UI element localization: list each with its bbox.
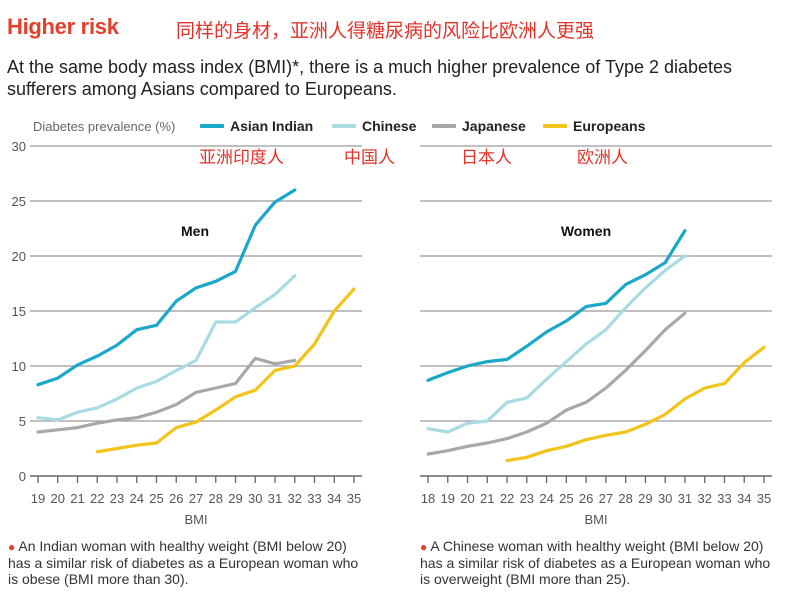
chart-panel-men: 0 5 10 15 20 25 30 19 20 21 22 23 24 25 26 27 28 29 30 31 32… [12, 139, 362, 527]
series-line-asian-indian [426, 229, 687, 382]
x-tick-label: 24 [539, 491, 553, 506]
legend-cn-asian-indian: 亚洲印度人 [199, 148, 284, 168]
x-tick-label: 24 [130, 491, 144, 506]
x-tick-label: 31 [678, 491, 692, 506]
note-text: A Chinese woman with healthy weight (BMI… [420, 538, 771, 587]
x-tick-label: 33 [717, 491, 731, 506]
x-tick-label: 34 [327, 491, 341, 506]
x-tick-label: 22 [90, 491, 104, 506]
series-line-europeans [95, 287, 356, 454]
x-tick-label: 23 [520, 491, 534, 506]
chart-panel-women: 18 19 20 21 22 23 24 25 26 27 28 29 30 31 32 33 34 35 BMI W… [420, 145, 772, 527]
x-tick-label: 29 [638, 491, 652, 506]
x-tick-label: 34 [737, 491, 751, 506]
panel-title: Women [561, 223, 611, 239]
x-tick-label: 18 [421, 491, 435, 506]
x-tick-label: 30 [658, 491, 672, 506]
x-tick-label: 32 [697, 491, 711, 506]
x-tick-label: 25 [559, 491, 573, 506]
y-tick-label: 25 [12, 194, 26, 209]
x-tick-label: 28 [209, 491, 223, 506]
note-text: An Indian woman with healthy weight (BMI… [8, 538, 359, 587]
series-line-asian-indian [36, 188, 297, 387]
x-tick-label: 21 [480, 491, 494, 506]
x-tick-label: 32 [288, 491, 302, 506]
bullet-icon: ● [420, 540, 428, 554]
y-tick-label: 0 [19, 469, 26, 484]
legend-item-asian-indian: Asian Indian [200, 118, 313, 134]
legend-swatch-asian-indian [200, 124, 224, 128]
y-tick-label: 15 [12, 304, 26, 319]
x-tick-label: 30 [248, 491, 262, 506]
x-tick-label: 27 [189, 491, 203, 506]
chart-title-chinese: 同样的身材，亚洲人得糖尿病的风险比欧洲人更强 [176, 20, 595, 42]
y-axis-label: Diabetes prevalence (%) [33, 119, 176, 134]
legend-item-europeans: Europeans [543, 118, 645, 134]
x-tick-label: 20 [460, 491, 474, 506]
x-axis-title: BMI [184, 512, 207, 527]
series-line-japanese [426, 311, 687, 456]
x-tick-label: 26 [579, 491, 593, 506]
legend-swatch-japanese [432, 124, 456, 128]
x-tick-label: 29 [228, 491, 242, 506]
x-tick-label: 21 [70, 491, 84, 506]
legend-swatch-europeans [543, 124, 567, 128]
legend-cn-japanese: 日本人 [461, 148, 512, 168]
x-tick-label: 22 [500, 491, 514, 506]
y-tick-label: 20 [12, 249, 26, 264]
x-tick-label: 31 [268, 491, 282, 506]
x-tick-label: 35 [757, 491, 771, 506]
y-tick-label: 5 [19, 414, 26, 429]
x-tick-label: 19 [31, 491, 45, 506]
x-tick-label: 25 [149, 491, 163, 506]
x-tick-label: 19 [441, 491, 455, 506]
legend-label: Chinese [362, 118, 417, 134]
legend-item-japanese: Japanese [432, 118, 526, 134]
x-axis-title: BMI [584, 512, 607, 527]
note-indian-woman: ● An Indian woman with healthy weight (B… [8, 538, 368, 587]
panel-title: Men [181, 223, 209, 239]
legend-label: Japanese [462, 118, 526, 134]
x-tick-label: 27 [599, 491, 613, 506]
series-line-chinese [36, 274, 297, 422]
bullet-icon: ● [8, 540, 16, 554]
legend-label: Asian Indian [230, 118, 314, 134]
legend-item-chinese: Chinese [332, 118, 416, 134]
series-line-europeans [505, 345, 766, 463]
legend-label: Europeans [573, 118, 646, 134]
x-tick-label: 23 [110, 491, 124, 506]
y-tick-label: 10 [12, 359, 26, 374]
series-line-chinese [426, 254, 687, 434]
x-tick-label: 33 [307, 491, 321, 506]
series-line-japanese [36, 356, 297, 434]
note-chinese-woman: ● A Chinese woman with healthy weight (B… [420, 538, 780, 587]
legend-cn-chinese: 中国人 [344, 148, 395, 168]
x-tick-label: 20 [51, 491, 65, 506]
x-tick-label: 35 [347, 491, 361, 506]
y-tick-label: 30 [12, 139, 26, 154]
legend-cn-europeans: 欧洲人 [577, 148, 628, 168]
legend-swatch-chinese [332, 124, 356, 128]
chart-title: Higher risk [7, 14, 119, 39]
x-tick-label: 26 [169, 491, 183, 506]
x-tick-label: 28 [618, 491, 632, 506]
chart-subtitle: At the same body mass index (BMI)*, ther… [7, 57, 733, 99]
